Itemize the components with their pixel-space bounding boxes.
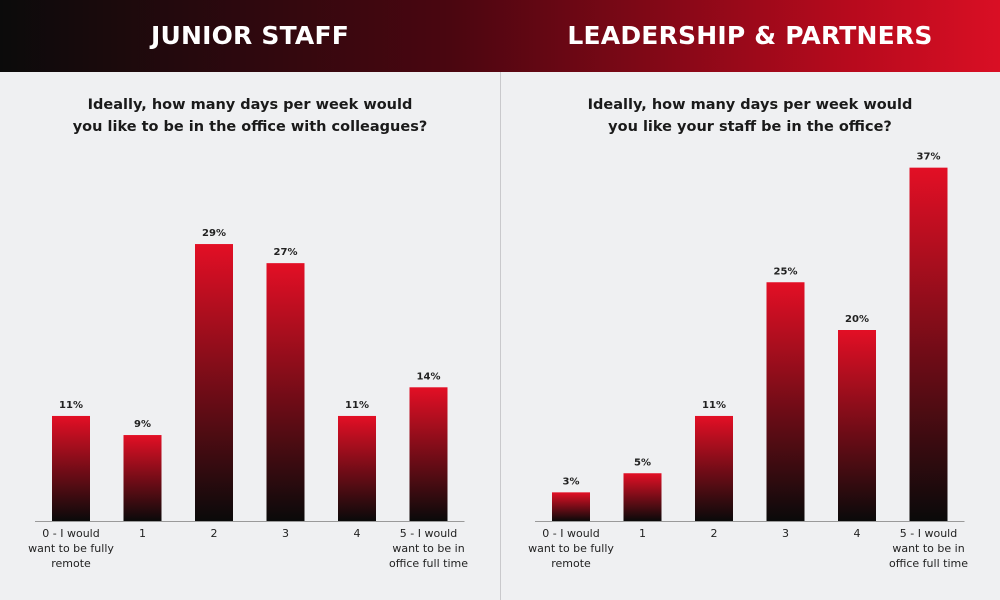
question-line: you like your staff be in the office? [608,119,892,135]
bar [123,435,162,521]
leadership-partners-bar-chart: 3% 0 - I would want to be fully remote 5% 1 11… [528,152,968,570]
bar [409,387,448,521]
category-tick-label: remote [551,557,591,570]
bar-value-label: 20% [845,314,869,325]
bar-value-label: 9% [134,419,151,430]
category-tick-label: want to be fully [28,542,114,555]
bar [766,282,805,521]
bar-value-label: 3% [563,476,580,487]
category-tick-label: 4 [354,527,361,540]
bar [338,415,376,521]
bar [266,263,305,521]
question-line: Ideally, how many days per week would [87,97,413,113]
category-tick-label: remote [51,557,91,570]
junior-staff-question: Ideally, how many days per week would yo… [0,94,500,138]
category-tick-label: want to be in [892,542,964,555]
category-tick-label: 0 - I would [542,527,599,540]
bar [52,415,90,521]
header-bar: JUNIOR STAFF LEADERSHIP & PARTNERS [0,0,1000,72]
bar [838,330,876,521]
category-tick-label: 1 [639,527,646,540]
bar [195,244,233,522]
panel-divider [500,72,501,600]
bar [623,473,662,521]
junior-staff-bar-chart: 11% 0 - I would want to be fully remote 9% 1 2… [28,228,468,570]
junior-staff-panel: Ideally, how many days per week would yo… [0,72,500,600]
bar [552,492,590,521]
bar [909,167,948,521]
bar-value-label: 5% [634,457,651,468]
category-tick-label: want to be in [392,542,464,555]
category-tick-label: office full time [889,557,968,570]
leadership-partners-question: Ideally, how many days per week would yo… [500,94,1000,138]
bar-value-label: 25% [774,266,798,277]
bar [695,415,733,521]
category-tick-label: 3 [782,527,789,540]
category-tick-label: 0 - I would [42,527,99,540]
bar-value-label: 27% [274,247,298,258]
category-tick-label: 4 [854,527,861,540]
category-tick-label: 2 [711,527,718,540]
category-tick-label: office full time [389,557,468,570]
category-tick-label: want to be fully [528,542,614,555]
bar-value-label: 11% [345,400,369,411]
bar-value-label: 29% [202,228,226,239]
leadership-partners-panel: Ideally, how many days per week would yo… [500,72,1000,600]
category-tick-label: 2 [211,527,218,540]
bar-value-label: 37% [917,152,941,163]
junior-staff-heading: JUNIOR STAFF [150,21,350,50]
bar-value-label: 11% [59,400,83,411]
question-line: you like to be in the office with collea… [72,119,428,135]
bar-value-label: 14% [417,371,441,382]
leadership-partners-heading: LEADERSHIP & PARTNERS [567,21,933,50]
category-tick-label: 5 - I would [900,527,957,540]
category-tick-label: 1 [139,527,146,540]
category-tick-label: 3 [282,527,289,540]
bar-value-label: 11% [702,400,726,411]
category-tick-label: 5 - I would [400,527,457,540]
question-line: Ideally, how many days per week would [587,97,913,113]
